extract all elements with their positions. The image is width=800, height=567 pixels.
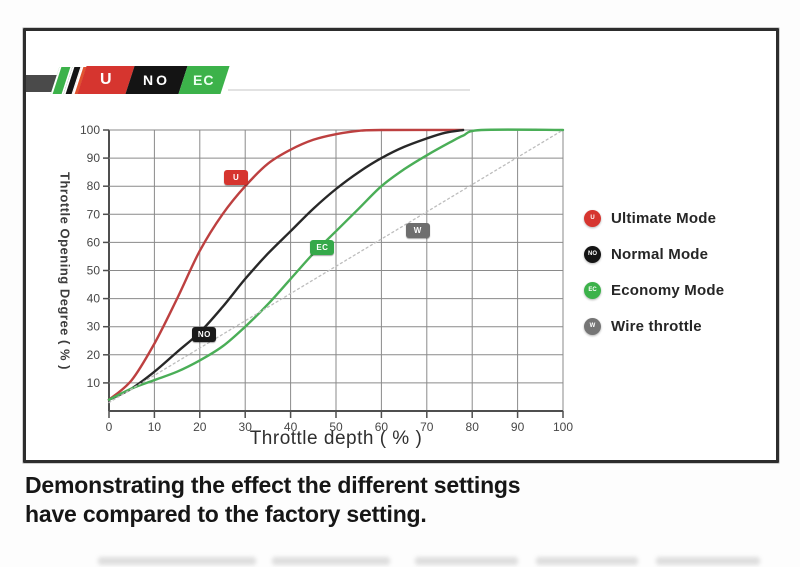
banner-divider-line [228,89,470,91]
figure-caption-line2: have compared to the factory setting. [25,501,427,527]
legend-item-economy: EC Economy Mode [584,279,724,301]
chart-legend: U Ultimate Mode NO Normal Mode EC Econom… [584,207,724,351]
legend-dot-economy-icon: EC [584,281,601,299]
cropped-text-smudge [536,557,638,565]
series-curve-normal-mode [107,128,465,401]
x-tick-label: 100 [553,420,573,434]
curve-badge-economy: EC [310,240,335,256]
x-tick-label: 20 [193,420,207,434]
legend-item-wire: W Wire throttle [584,315,724,337]
legend-dot-ultimate-icon: U [584,209,601,227]
legend-label-ultimate: Ultimate Mode [611,209,717,227]
curve-badge-wire: W [405,223,430,239]
figure-caption: Demonstrating the effect the different s… [25,471,645,529]
y-tick-label: 60 [87,235,101,249]
series-curve-wire-throttle [108,129,564,404]
y-tick-label: 40 [87,292,101,306]
cropped-text-smudge [98,557,256,565]
x-tick-label: 40 [284,420,298,434]
y-tick-label: 80 [87,179,101,193]
x-tick-label: 80 [466,420,480,434]
x-tick-label: 50 [329,420,343,434]
x-tick-label: 10 [148,420,162,434]
y-tick-label: 50 [87,264,101,278]
figure-frame [23,28,779,463]
legend-item-ultimate: U Ultimate Mode [584,207,724,229]
y-tick-label: 90 [87,151,101,165]
cropped-text-smudge [415,557,518,565]
x-tick-label: 60 [375,420,389,434]
legend-label-economy: Economy Mode [611,281,725,299]
legend-item-normal: NO Normal Mode [584,243,724,265]
cropped-text-smudge [656,557,760,565]
y-tick-label: 70 [87,207,101,221]
x-tick-label: 90 [511,420,525,434]
legend-dot-wire-icon: W [584,317,601,335]
legend-label-wire: Wire throttle [611,317,702,335]
cropped-text-smudge [272,557,390,565]
legend-label-normal: Normal Mode [611,245,709,263]
y-tick-label: 10 [87,376,101,390]
y-tick-label: 20 [87,348,101,362]
x-tick-label: 70 [420,420,434,434]
figure-caption-line1: Demonstrating the effect the different s… [25,472,521,498]
x-axis-label: Throttle depth ( % ) [249,428,423,449]
x-tick-label: 30 [239,420,253,434]
y-axis-label: Throttle Opening Degree ( % ) [57,171,73,370]
legend-dot-normal-icon: NO [584,245,601,263]
curve-badge-normal: NO [192,327,217,343]
y-tick-label: 100 [80,123,100,137]
y-tick-label: 30 [87,320,101,334]
series-curve-ultimate-mode [107,128,465,401]
curve-badge-ultimate: U [224,169,249,185]
x-tick-label: 0 [106,420,113,434]
